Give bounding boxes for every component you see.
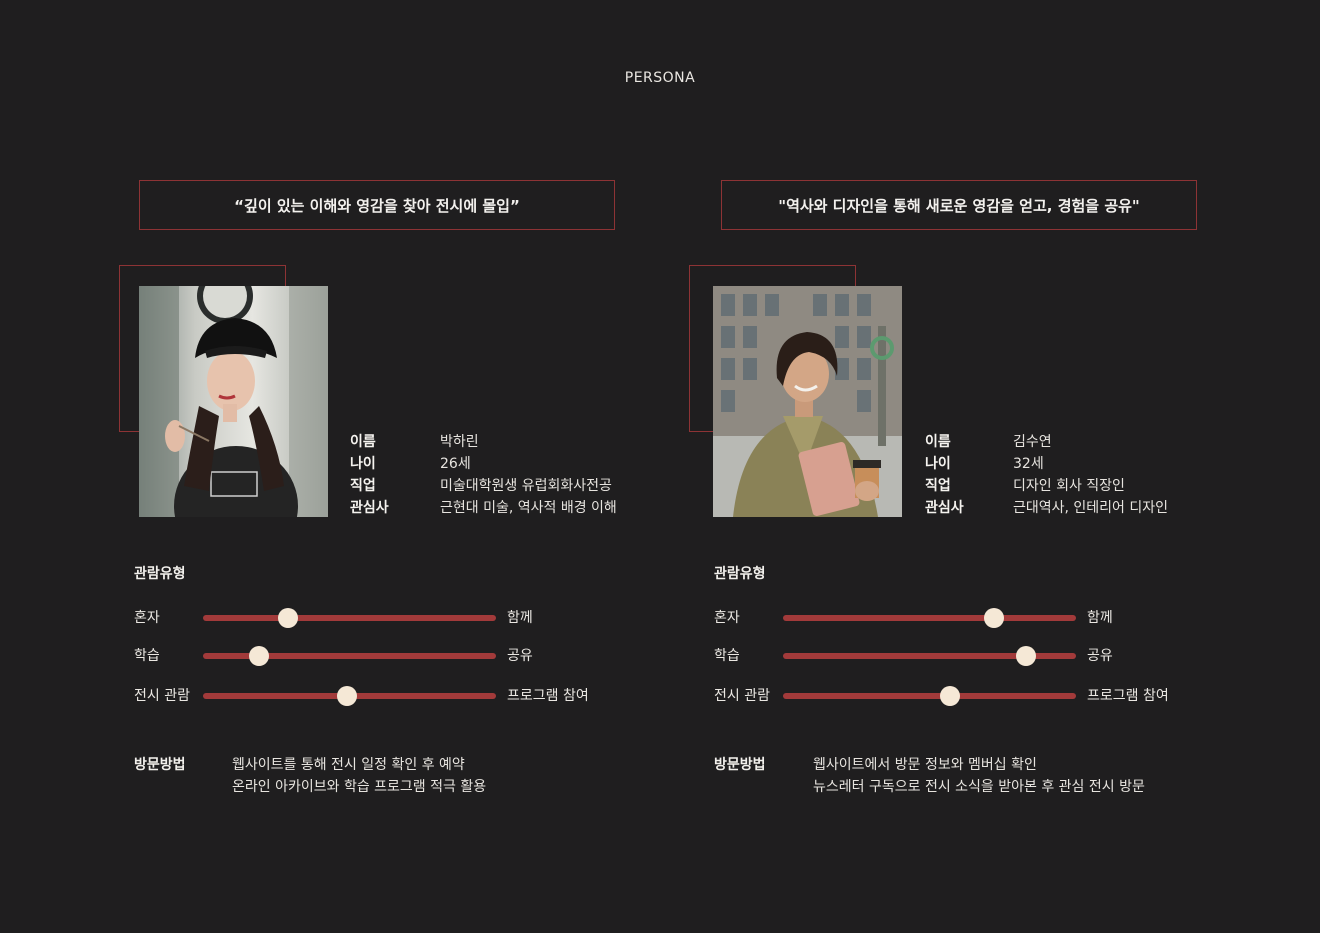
visit-line: 온라인 아카이브와 학습 프로그램 적극 활용 — [232, 779, 487, 795]
persona-quote: “깊이 있는 이해와 영감을 찾아 전시에 몰입” — [139, 180, 615, 230]
slider-track — [203, 608, 496, 628]
info-value: 26세 — [440, 456, 471, 472]
persona-info: 이름 박하린 나이 26세 직업 미술대학원생 유럽회화사전공 관심사 근현대 … — [350, 431, 617, 519]
slider-knob — [1016, 646, 1037, 666]
woman-tablet-coffee-photo — [713, 286, 902, 517]
page-title: PERSONA — [624, 70, 696, 86]
slider-knob — [277, 608, 298, 628]
slider-alone-together: 혼자 함께 — [134, 607, 614, 629]
visit-method-text: 웹사이트를 통해 전시 일정 확인 후 예약 온라인 아카이브와 학습 프로그램… — [232, 754, 486, 798]
slider-learn-share: 학습 공유 — [134, 645, 614, 667]
viewing-type-title: 관람유형 — [714, 566, 766, 582]
slider-learn-share: 학습 공유 — [714, 645, 1194, 667]
info-name-row: 이름 박하린 — [350, 431, 617, 453]
slider-knob — [248, 646, 269, 666]
slider-left-label: 학습 — [134, 648, 160, 664]
slider-right-label: 공유 — [507, 648, 533, 664]
info-label: 관심사 — [350, 500, 389, 516]
persona-photo — [139, 286, 328, 517]
info-age-row: 나이 32세 — [925, 453, 1168, 475]
viewing-type-title: 관람유형 — [134, 566, 186, 582]
slider-left-label: 전시 관람 — [134, 688, 190, 704]
info-label: 이름 — [350, 434, 376, 450]
visit-method-title: 방문방법 — [714, 757, 766, 773]
persona-quote: "역사와 디자인을 통해 새로운 영감을 얻고, 경험을 공유" — [721, 180, 1197, 230]
slider-track — [203, 646, 496, 666]
slider-left-label: 학습 — [714, 648, 740, 664]
persona-info: 이름 김수연 나이 32세 직업 디자인 회사 직장인 관심사 근대역사, 인테… — [925, 431, 1168, 519]
slider-exhibit-program: 전시 관람 프로그램 참여 — [714, 685, 1194, 707]
slider-track — [783, 686, 1076, 706]
visit-line: 웹사이트를 통해 전시 일정 확인 후 예약 — [232, 757, 465, 773]
info-value: 근대역사, 인테리어 디자인 — [1013, 500, 1169, 516]
slider-left-label: 혼자 — [134, 610, 160, 626]
slider-right-label: 프로그램 참여 — [1087, 688, 1169, 704]
slider-right-label: 함께 — [1087, 610, 1113, 626]
visit-line: 뉴스레터 구독으로 전시 소식을 받아본 후 관심 전시 방문 — [813, 779, 1145, 795]
slider-knob — [940, 686, 960, 706]
info-label: 이름 — [925, 434, 951, 450]
woman-bucket-hat-photo — [139, 286, 328, 517]
info-age-row: 나이 26세 — [350, 453, 617, 475]
slider-alone-together: 혼자 함께 — [714, 607, 1194, 629]
slider-right-label: 공유 — [1087, 648, 1113, 664]
info-job-row: 직업 디자인 회사 직장인 — [925, 475, 1168, 497]
slider-track — [783, 646, 1076, 666]
visit-method-text: 웹사이트에서 방문 정보와 멤버십 확인 뉴스레터 구독으로 전시 소식을 받아… — [813, 754, 1145, 798]
slider-track — [783, 608, 1076, 628]
info-job-row: 직업 미술대학원생 유럽회화사전공 — [350, 475, 617, 497]
info-label: 나이 — [350, 456, 376, 472]
info-value: 박하린 — [440, 434, 479, 450]
visit-line: 웹사이트에서 방문 정보와 멤버십 확인 — [813, 757, 1037, 773]
slider-knob — [336, 686, 357, 706]
slider-exhibit-program: 전시 관람 프로그램 참여 — [134, 685, 614, 707]
slider-left-label: 혼자 — [714, 610, 740, 626]
slider-knob — [983, 608, 1004, 628]
slider-left-label: 전시 관람 — [714, 688, 770, 704]
slider-right-label: 함께 — [507, 610, 533, 626]
slider-track — [203, 686, 496, 706]
info-value: 디자인 회사 직장인 — [1013, 478, 1125, 494]
info-label: 직업 — [350, 478, 376, 494]
info-label: 나이 — [925, 456, 951, 472]
persona-card-1: “깊이 있는 이해와 영감을 찾아 전시에 몰입” — [0, 0, 617, 933]
slider-right-label: 프로그램 참여 — [507, 688, 589, 704]
info-value: 김수연 — [1013, 434, 1052, 450]
info-value: 미술대학원생 유럽회화사전공 — [440, 478, 612, 494]
info-label: 직업 — [925, 478, 951, 494]
info-value: 32세 — [1013, 456, 1044, 472]
info-value: 근현대 미술, 역사적 배경 이해 — [440, 500, 617, 516]
info-name-row: 이름 김수연 — [925, 431, 1168, 453]
visit-method-title: 방문방법 — [134, 757, 186, 773]
info-interest-row: 관심사 근대역사, 인테리어 디자인 — [925, 497, 1168, 519]
info-label: 관심사 — [925, 500, 964, 516]
persona-photo — [713, 286, 902, 517]
persona-card-2: "역사와 디자인을 통해 새로운 영감을 얻고, 경험을 공유" — [580, 0, 1197, 933]
info-interest-row: 관심사 근현대 미술, 역사적 배경 이해 — [350, 497, 617, 519]
